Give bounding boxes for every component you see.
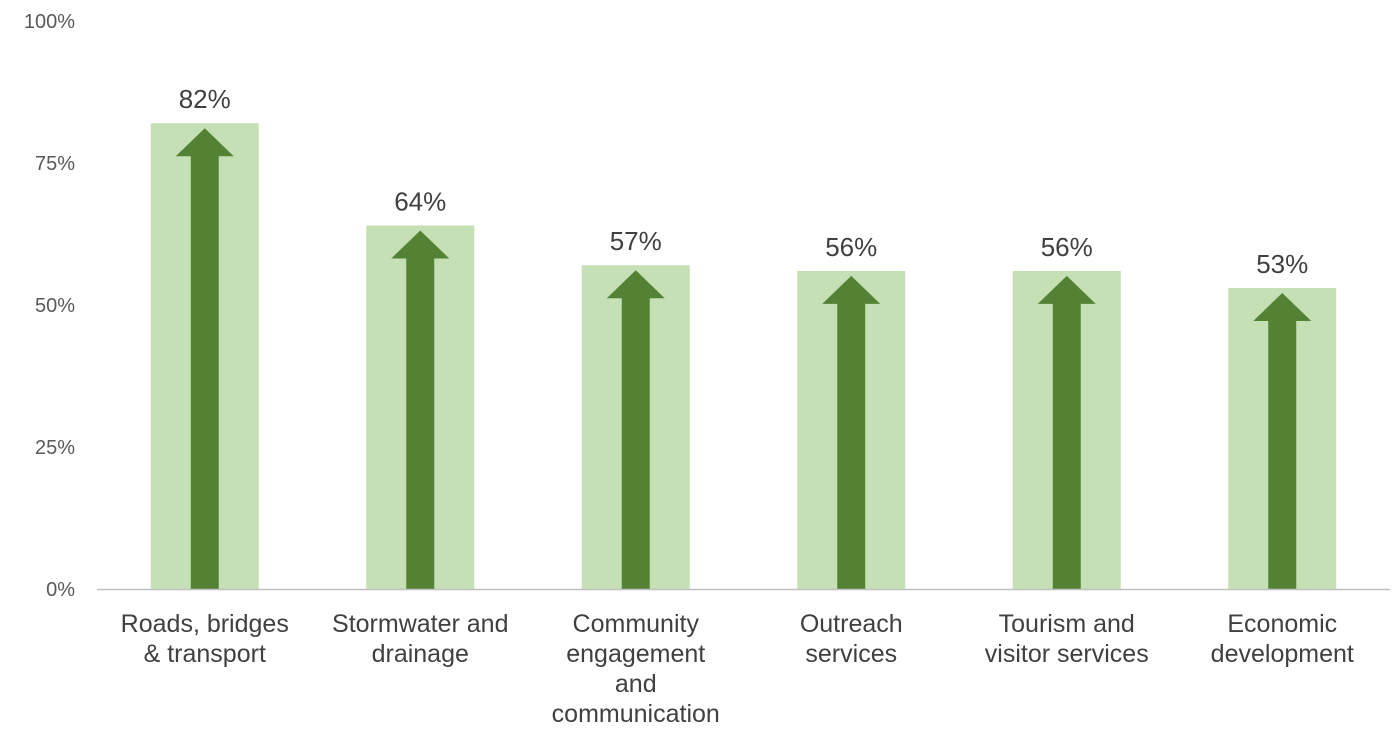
data-label: 53% — [1256, 249, 1308, 279]
x-category-label: Outreach services — [800, 610, 903, 668]
y-axis-ticks: 0% 25% 50% 75% 100% — [24, 11, 75, 601]
y-tick-label: 100% — [24, 11, 75, 33]
y-tick-label: 50% — [35, 295, 75, 317]
data-label: 64% — [394, 186, 446, 216]
up-arrow-icon — [1037, 275, 1096, 589]
up-arrow-icon — [1253, 292, 1312, 589]
up-arrow-icon — [391, 230, 450, 590]
y-tick-label: 25% — [35, 437, 75, 459]
up-arrow-icon — [175, 128, 234, 590]
x-category-label: Stormwater and drainage — [332, 610, 508, 668]
up-arrow-icon — [606, 270, 665, 589]
x-category-label: Community engagement and communication — [552, 610, 720, 728]
data-label: 57% — [610, 226, 662, 256]
x-category-label: Economic development — [1211, 610, 1354, 668]
up-arrow-icon — [822, 275, 881, 589]
data-label: 82% — [179, 84, 231, 114]
data-label: 56% — [1041, 232, 1093, 262]
y-tick-label: 75% — [35, 153, 75, 175]
data-label: 56% — [825, 232, 877, 262]
x-category-label: Roads, bridges & transport — [121, 610, 289, 668]
x-category-label: Tourism and visitor services — [985, 610, 1149, 668]
bars: 82% 64% 57% 56% 56% 53% — [150, 84, 1337, 590]
y-tick-label: 0% — [46, 579, 75, 601]
x-axis-labels: Roads, bridges & transport Stormwater and d… — [121, 610, 1354, 728]
